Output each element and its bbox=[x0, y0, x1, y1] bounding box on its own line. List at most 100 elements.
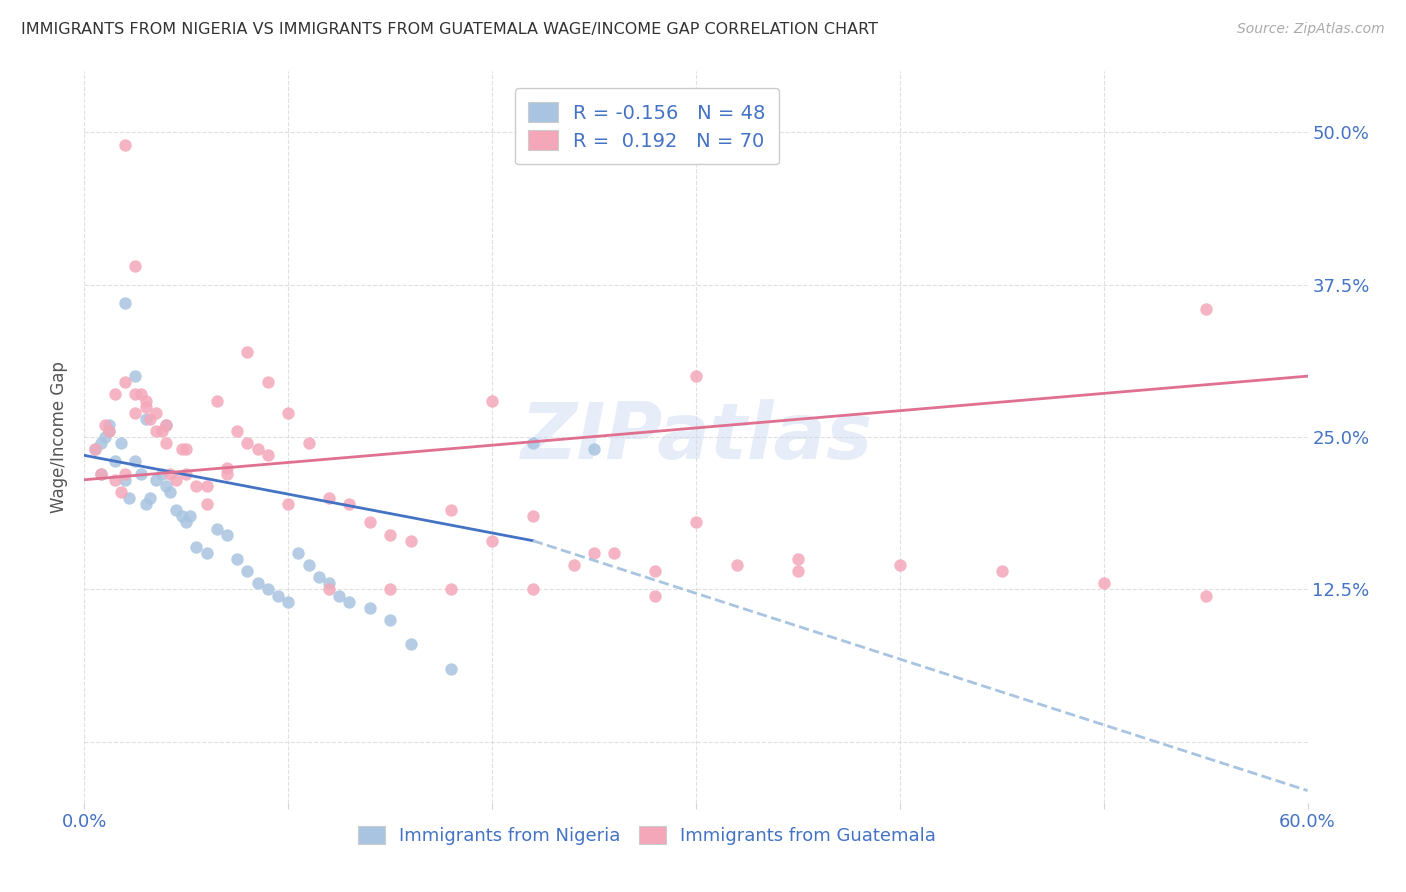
Point bbox=[83, 442, 105, 457]
Point bbox=[131, 387, 153, 401]
Point bbox=[174, 467, 197, 481]
Point bbox=[83, 442, 105, 457]
Point bbox=[124, 260, 146, 274]
Text: IMMIGRANTS FROM NIGERIA VS IMMIGRANTS FROM GUATEMALA WAGE/INCOME GAP CORRELATION: IMMIGRANTS FROM NIGERIA VS IMMIGRANTS FR… bbox=[21, 22, 879, 37]
Point bbox=[583, 546, 606, 560]
Point bbox=[399, 637, 422, 651]
Point bbox=[155, 436, 177, 450]
Point bbox=[135, 393, 157, 408]
Point bbox=[145, 424, 167, 438]
Text: ZIPatlas: ZIPatlas bbox=[520, 399, 872, 475]
Point bbox=[481, 533, 503, 548]
Point bbox=[150, 424, 173, 438]
Point bbox=[195, 497, 218, 511]
Point bbox=[174, 516, 197, 530]
Point bbox=[131, 467, 153, 481]
Point bbox=[277, 594, 299, 608]
Point bbox=[159, 467, 181, 481]
Point bbox=[339, 594, 361, 608]
Point bbox=[685, 516, 707, 530]
Point bbox=[124, 387, 146, 401]
Point bbox=[226, 552, 249, 566]
Point bbox=[114, 376, 136, 390]
Point bbox=[93, 430, 115, 444]
Point bbox=[150, 467, 173, 481]
Point bbox=[380, 582, 402, 597]
Point bbox=[246, 442, 269, 457]
Point bbox=[124, 406, 146, 420]
Point bbox=[217, 460, 239, 475]
Point bbox=[110, 436, 132, 450]
Point bbox=[97, 417, 120, 432]
Point bbox=[145, 473, 167, 487]
Point bbox=[522, 582, 544, 597]
Point bbox=[114, 296, 136, 310]
Point bbox=[124, 454, 146, 468]
Point bbox=[186, 479, 208, 493]
Point bbox=[165, 473, 187, 487]
Point bbox=[205, 521, 228, 535]
Point bbox=[359, 516, 381, 530]
Point bbox=[522, 509, 544, 524]
Point bbox=[583, 442, 606, 457]
Point bbox=[287, 546, 309, 560]
Point bbox=[135, 412, 157, 426]
Point bbox=[603, 546, 626, 560]
Point bbox=[217, 467, 239, 481]
Point bbox=[97, 424, 120, 438]
Point bbox=[90, 467, 112, 481]
Point bbox=[145, 406, 167, 420]
Point bbox=[236, 344, 259, 359]
Point bbox=[522, 436, 544, 450]
Point bbox=[179, 509, 201, 524]
Point bbox=[298, 436, 321, 450]
Point bbox=[644, 564, 666, 578]
Point bbox=[685, 369, 707, 384]
Point bbox=[195, 546, 218, 560]
Point bbox=[97, 424, 120, 438]
Point bbox=[339, 497, 361, 511]
Point bbox=[174, 442, 197, 457]
Point bbox=[1195, 589, 1218, 603]
Point bbox=[380, 613, 402, 627]
Point bbox=[308, 570, 330, 584]
Point bbox=[226, 424, 249, 438]
Point bbox=[118, 491, 141, 505]
Point bbox=[328, 589, 350, 603]
Point bbox=[318, 582, 340, 597]
Point bbox=[114, 467, 136, 481]
Point bbox=[440, 662, 463, 676]
Point bbox=[104, 454, 127, 468]
Point bbox=[889, 558, 911, 573]
Point bbox=[135, 497, 157, 511]
Point bbox=[787, 552, 810, 566]
Point bbox=[155, 417, 177, 432]
Point bbox=[267, 589, 290, 603]
Point bbox=[114, 473, 136, 487]
Point bbox=[318, 576, 340, 591]
Point bbox=[104, 387, 127, 401]
Point bbox=[195, 479, 218, 493]
Point bbox=[186, 540, 208, 554]
Point bbox=[138, 412, 160, 426]
Point bbox=[155, 479, 177, 493]
Point bbox=[90, 467, 112, 481]
Point bbox=[725, 558, 748, 573]
Point bbox=[359, 600, 381, 615]
Point bbox=[298, 558, 321, 573]
Point bbox=[440, 582, 463, 597]
Point bbox=[481, 393, 503, 408]
Point bbox=[124, 369, 146, 384]
Point bbox=[172, 442, 194, 457]
Point bbox=[1195, 302, 1218, 317]
Point bbox=[440, 503, 463, 517]
Point bbox=[380, 527, 402, 541]
Point bbox=[399, 533, 422, 548]
Point bbox=[236, 436, 259, 450]
Point bbox=[318, 491, 340, 505]
Point bbox=[787, 564, 810, 578]
Point bbox=[246, 576, 269, 591]
Point bbox=[104, 473, 127, 487]
Point bbox=[90, 436, 112, 450]
Y-axis label: Wage/Income Gap: Wage/Income Gap bbox=[51, 361, 69, 513]
